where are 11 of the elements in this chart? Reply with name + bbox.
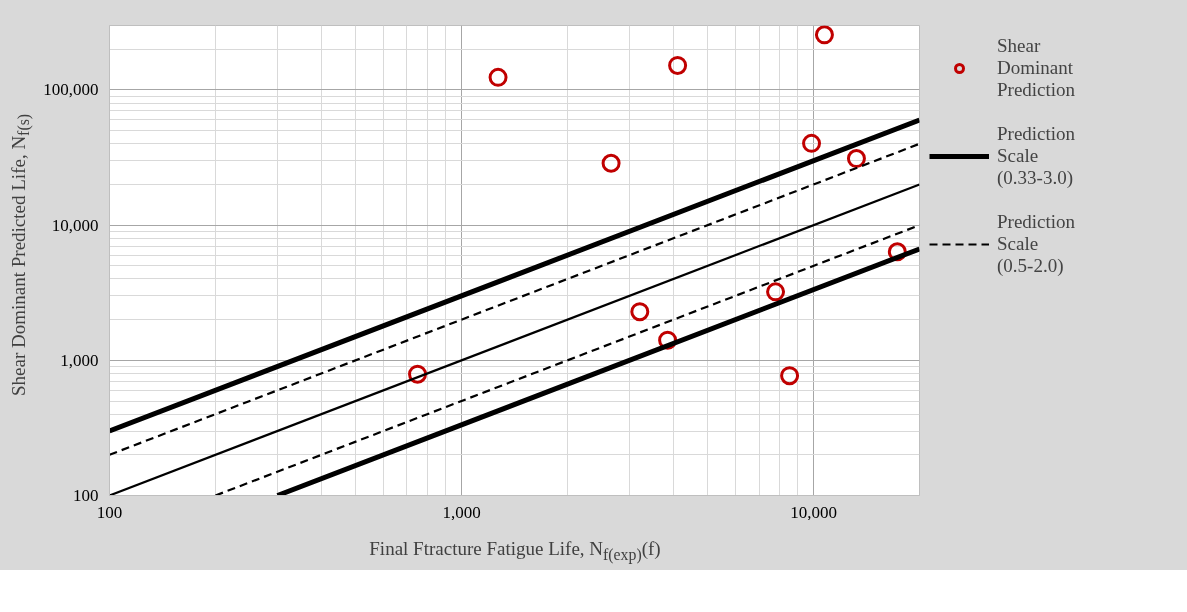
x-tick-label: 100 <box>96 502 123 522</box>
y-tick-label: 100,000 <box>43 80 99 100</box>
legend-label: Shear Dominant Prediction <box>997 35 1076 101</box>
x-tick-label: 1,000 <box>442 502 481 522</box>
x-axis-title: Final Ftracture Fatigue Life, N$_{f(exp)}$(f) <box>369 537 661 566</box>
y-tick-label: 10,000 <box>51 215 99 235</box>
y-tick-label: 100 <box>73 486 99 505</box>
legend-label: Prediction Scale (0.5-2.0) <box>997 211 1076 277</box>
x-tick-label: 10,000 <box>790 502 837 522</box>
legend-label: Prediction Scale (0.33-3.0) <box>997 123 1076 189</box>
y-tick-label: 1,000 <box>60 350 99 370</box>
